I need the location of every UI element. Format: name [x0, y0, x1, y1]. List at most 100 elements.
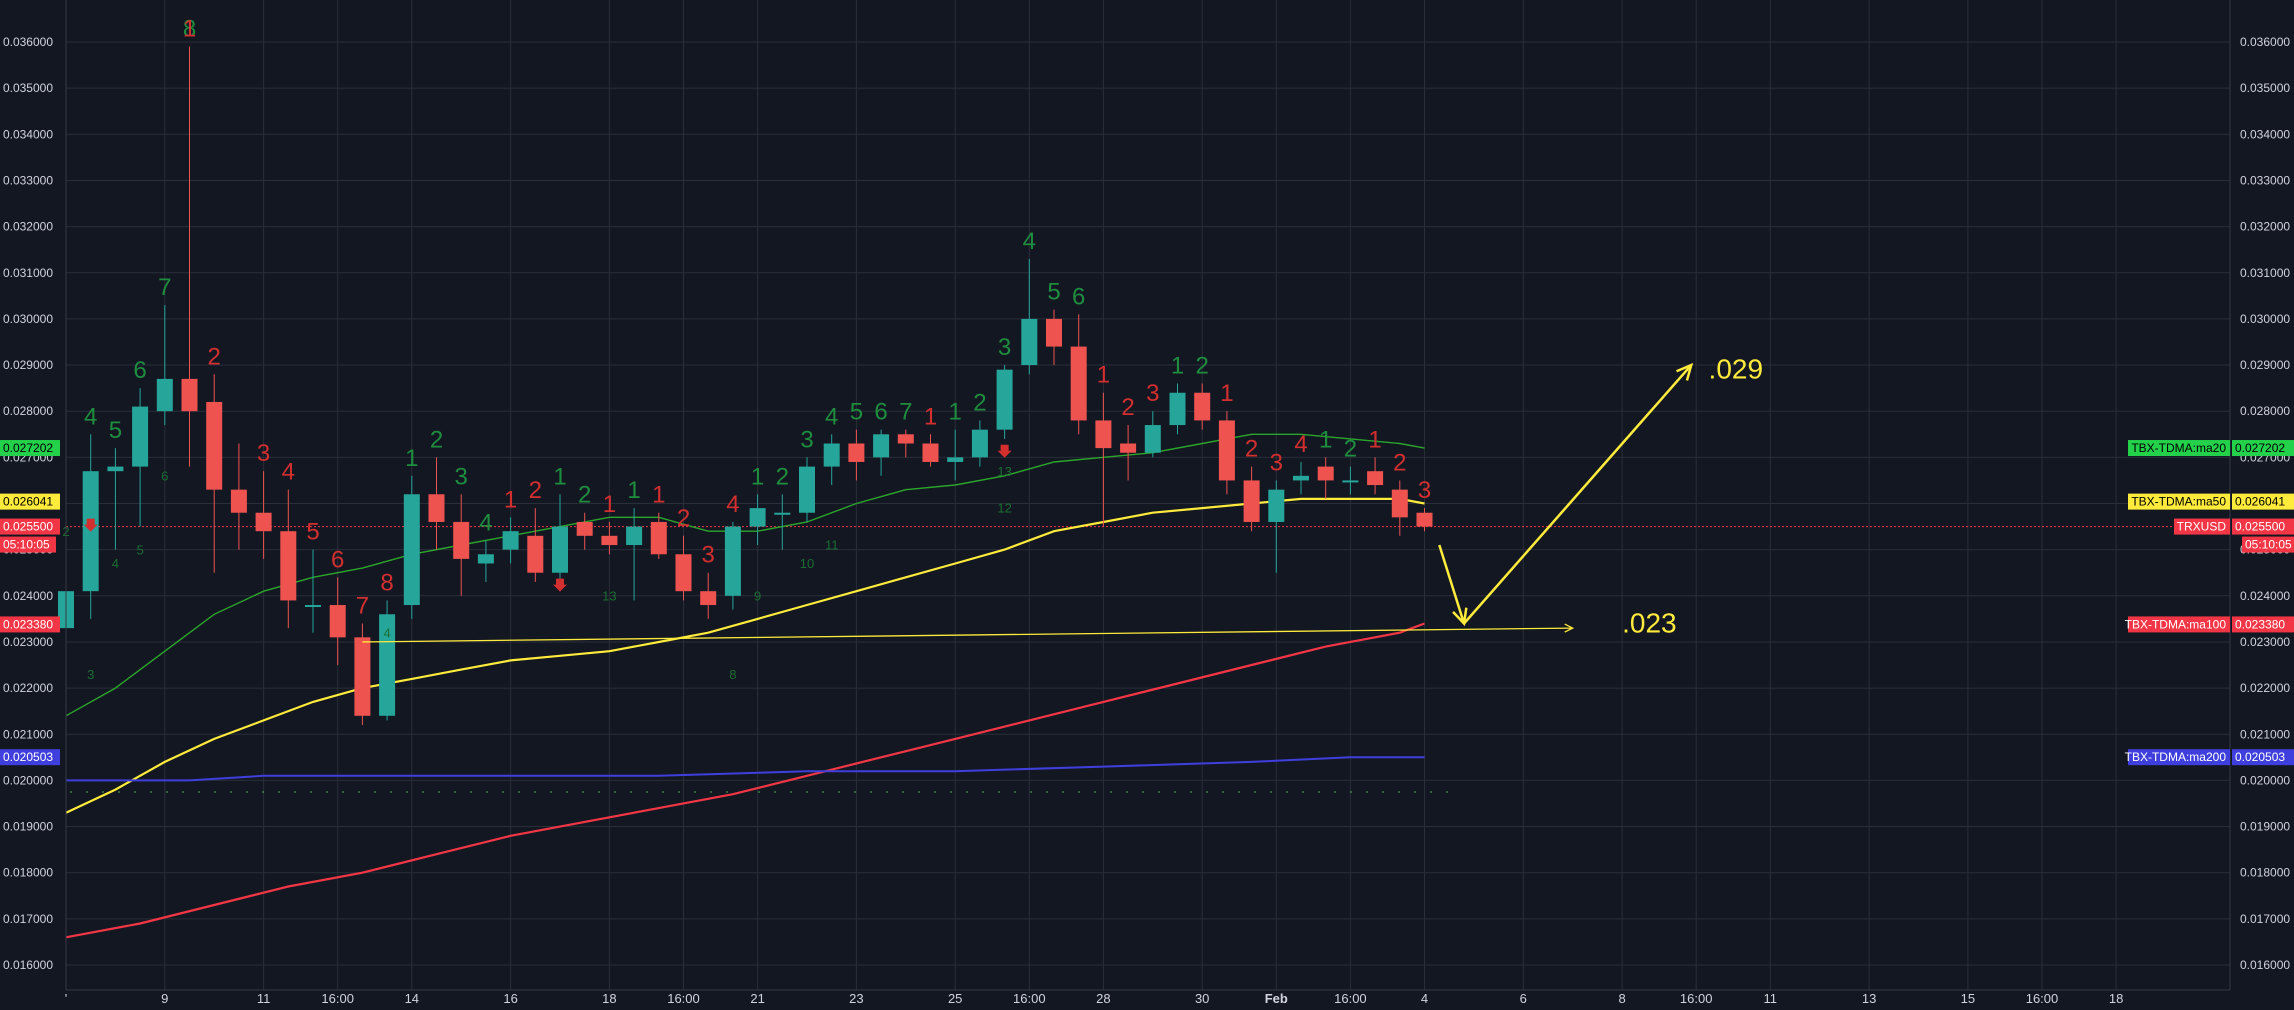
- candle[interactable]: [724, 521, 741, 610]
- candle-body: [576, 521, 593, 536]
- candle[interactable]: [1169, 383, 1186, 435]
- sequence-count-label: 6: [331, 546, 344, 573]
- candle[interactable]: [1046, 309, 1062, 366]
- candle[interactable]: [403, 475, 420, 619]
- candle[interactable]: [576, 512, 593, 550]
- candle[interactable]: [354, 623, 371, 726]
- candle-body: [823, 443, 840, 467]
- candle[interactable]: [1317, 457, 1334, 499]
- candle-body: [1070, 346, 1087, 421]
- candle[interactable]: [996, 365, 1013, 439]
- y-tick-label-left: 0.033000: [3, 173, 53, 187]
- candle-body: [1243, 480, 1260, 522]
- candle[interactable]: [1021, 258, 1038, 375]
- candle[interactable]: [502, 517, 519, 564]
- candle[interactable]: [823, 434, 840, 486]
- candle[interactable]: [1144, 411, 1161, 458]
- price-tag-left-bg: [0, 518, 60, 535]
- candle[interactable]: [255, 471, 272, 559]
- candle[interactable]: [1070, 314, 1087, 435]
- candle[interactable]: [1243, 466, 1260, 532]
- price-tags: 0.027202 0.027202 TBX-TDMA:ma20 0.026041 0.0…: [0, 440, 2294, 766]
- sequence-count-label: 3: [257, 440, 270, 467]
- candle[interactable]: [156, 305, 173, 426]
- candle-body: [799, 466, 815, 513]
- candle[interactable]: [626, 508, 643, 601]
- y-tick-label-right: 0.035000: [2240, 81, 2290, 95]
- sequence-count-label: 4: [825, 403, 838, 430]
- candle[interactable]: [848, 429, 865, 481]
- price-tag-left-text: 0.025500: [3, 520, 53, 534]
- candle[interactable]: [1416, 508, 1433, 532]
- sequence-count-label: 1: [949, 399, 962, 426]
- right-value-tag-text: 0.023380: [2235, 617, 2285, 631]
- y-tick-label-left: 0.022000: [3, 681, 53, 695]
- candle[interactable]: [206, 374, 223, 573]
- candle[interactable]: [1391, 480, 1408, 536]
- candle[interactable]: [947, 429, 964, 481]
- up-arrow-line[interactable]: [1463, 364, 1693, 625]
- candle[interactable]: [749, 494, 766, 546]
- down-arrow-line[interactable]: [1438, 544, 1466, 624]
- candle[interactable]: [1194, 383, 1211, 430]
- candle[interactable]: [799, 457, 815, 522]
- candle[interactable]: [107, 448, 124, 550]
- candle-body: [527, 535, 544, 573]
- candle[interactable]: [132, 388, 149, 527]
- sequence-count-label: 7: [899, 399, 912, 426]
- candle[interactable]: [230, 443, 247, 550]
- left-value-tag-bg: [0, 440, 60, 457]
- candle[interactable]: [650, 512, 667, 559]
- x-tick-label: 18: [2109, 991, 2123, 1006]
- candle[interactable]: [527, 508, 544, 582]
- candle[interactable]: [552, 494, 568, 582]
- candle[interactable]: [1293, 461, 1309, 495]
- ma-line-ma50: [65, 497, 1425, 814]
- candle[interactable]: [280, 489, 297, 629]
- candle[interactable]: [428, 457, 445, 550]
- y-tick-label-left: 0.028000: [3, 404, 53, 418]
- candle[interactable]: [329, 577, 346, 666]
- candle[interactable]: [1218, 411, 1235, 495]
- candle[interactable]: [675, 535, 692, 601]
- series-name-tag-text: TBX-TDMA:ma200: [2125, 750, 2227, 764]
- candle[interactable]: [700, 572, 717, 619]
- candle[interactable]: [922, 434, 939, 467]
- x-tick-label: 8: [1618, 991, 1625, 1006]
- left-value-tag-bg: [0, 749, 60, 766]
- sequence-count-label: 2: [578, 482, 591, 509]
- candle-body: [305, 605, 321, 608]
- x-tick-label: 6: [1520, 991, 1527, 1006]
- candle[interactable]: [873, 429, 890, 476]
- candle[interactable]: [971, 420, 988, 467]
- candle[interactable]: [774, 494, 791, 550]
- sequence-count-label: 2: [1245, 436, 1258, 463]
- candle[interactable]: [1268, 480, 1285, 573]
- y-tick-label-left: 0.024000: [3, 589, 53, 603]
- x-tick-label: 9: [161, 991, 168, 1006]
- x-tick-label: 13: [1862, 991, 1876, 1006]
- series-name-tag: TBX-TDMA:ma50: [2128, 493, 2230, 510]
- candle[interactable]: [379, 600, 396, 721]
- candle[interactable]: [1342, 466, 1359, 495]
- drawings[interactable]: .029 .023: [362, 354, 1763, 643]
- support-trend-line[interactable]: [362, 627, 1573, 643]
- candle-body: [1120, 443, 1137, 453]
- sequence-count-label: 8: [183, 16, 196, 43]
- candle[interactable]: [477, 540, 494, 582]
- candle[interactable]: [181, 46, 198, 467]
- sequence-count-label: 4: [1023, 228, 1036, 255]
- candle[interactable]: [897, 429, 914, 458]
- countdown-tag-right: 05:10:05: [2242, 536, 2294, 553]
- x-tick-label: 16:00: [1680, 991, 1713, 1006]
- candle[interactable]: [1095, 392, 1112, 527]
- candles[interactable]: [58, 46, 1433, 726]
- candle[interactable]: [601, 521, 618, 555]
- candle[interactable]: [1120, 425, 1137, 481]
- left-value-tag-text: 0.026041: [3, 495, 53, 509]
- candle[interactable]: [453, 494, 470, 596]
- candle[interactable]: [305, 549, 321, 633]
- candle[interactable]: [1367, 457, 1384, 495]
